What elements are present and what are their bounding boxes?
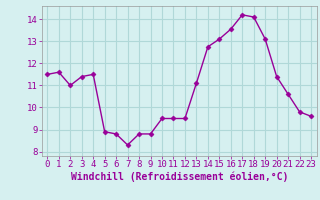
X-axis label: Windchill (Refroidissement éolien,°C): Windchill (Refroidissement éolien,°C)	[70, 172, 288, 182]
